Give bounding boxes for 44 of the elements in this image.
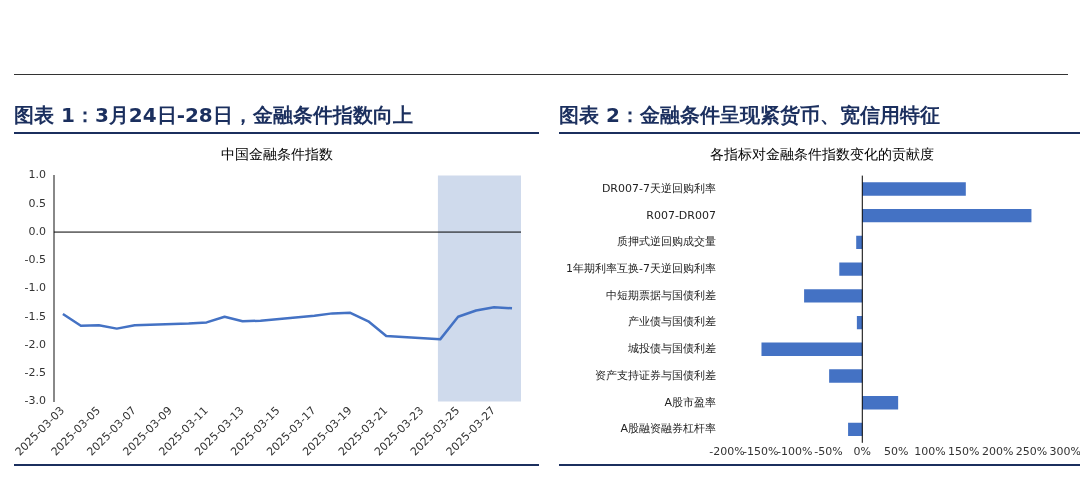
bar xyxy=(862,209,1032,223)
bar xyxy=(839,262,863,276)
x-tick-label: -150% xyxy=(743,445,779,459)
y-tick-label: -3.0 xyxy=(24,394,46,408)
y-tick-label: A股市盈率 xyxy=(664,395,716,409)
y-tick-label: 0.0 xyxy=(28,224,46,238)
chart-subtitle: 各指标对金融条件指数变化的贡献度 xyxy=(708,146,935,164)
bar xyxy=(848,422,863,437)
chart-title: 图表 2：金融条件呈现紧货币、宽信用特征 xyxy=(559,100,1080,134)
y-tick-label: -2.0 xyxy=(24,337,46,351)
x-tick-label: -200% xyxy=(709,445,745,459)
y-tick-label: A股融资融券杠杆率 xyxy=(620,422,716,436)
y-tick-label: 1.0 xyxy=(28,168,46,182)
bar xyxy=(829,369,863,383)
y-tick-label: 1年期利率互换-7天逆回购利率 xyxy=(566,261,716,275)
y-tick-label: -1.0 xyxy=(24,281,46,295)
x-tick-label: 0% xyxy=(853,445,872,459)
y-tick-label: 资产支持证券与国债利差 xyxy=(594,368,716,382)
y-tick-label: R007-DR007 xyxy=(646,208,716,222)
y-tick-label: -0.5 xyxy=(24,253,46,267)
x-tick-label: 150% xyxy=(948,445,980,459)
chart-title: 图表 1：3月24日-28日，金融条件指数向上 xyxy=(14,100,539,134)
bar xyxy=(862,396,899,410)
y-tick-label: -2.5 xyxy=(24,366,46,380)
y-tick-label: DR007-7天逆回购利率 xyxy=(601,181,716,195)
y-tick-label: 城投债与国债利差 xyxy=(626,342,716,356)
x-tick-label: -100% xyxy=(776,445,813,459)
x-tick-label: 300% xyxy=(1049,445,1080,459)
y-tick-label: 中短期票据与国债利差 xyxy=(605,288,716,302)
x-tick-label: -50% xyxy=(814,445,843,459)
bar xyxy=(804,289,863,303)
x-tick-label: 50% xyxy=(883,445,909,459)
x-tick-label: 100% xyxy=(914,445,946,459)
bar xyxy=(856,315,863,330)
bar xyxy=(856,235,863,250)
y-tick-label: -1.5 xyxy=(24,309,46,323)
bar xyxy=(862,182,966,196)
chart-subtitle: 中国金融条件指数 xyxy=(219,146,334,164)
x-tick-label: 200% xyxy=(981,445,1014,459)
y-tick-label: 产业债与国债利差 xyxy=(627,315,716,329)
bar xyxy=(761,342,863,356)
y-tick-label: 质押式逆回购成交量 xyxy=(616,235,716,249)
y-tick-label: 0.5 xyxy=(28,196,46,210)
x-tick-label: 250% xyxy=(1015,445,1048,459)
